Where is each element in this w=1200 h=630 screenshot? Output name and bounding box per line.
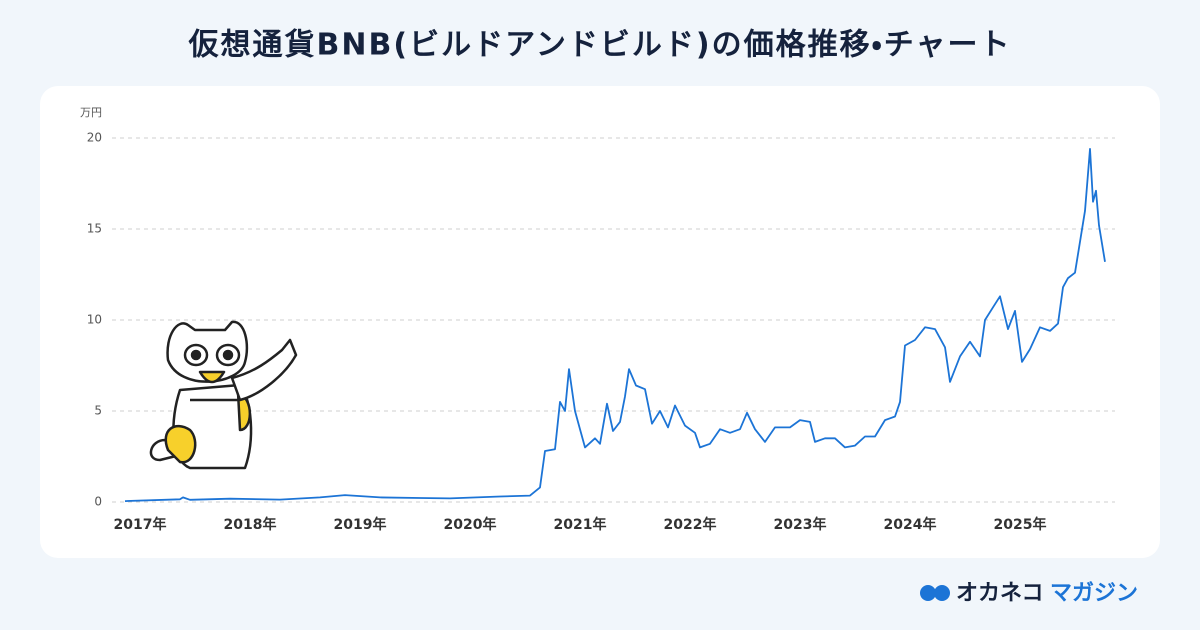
- x-tick-label: 2022年: [664, 516, 717, 533]
- x-tick-label: 2020年: [444, 516, 497, 533]
- x-tick-label: 2017年: [114, 516, 167, 533]
- logo-icon: [920, 585, 936, 601]
- price-line: [124, 148, 1106, 502]
- x-tick-label: 2023年: [774, 516, 827, 533]
- brand-sub: マガジン: [1050, 581, 1138, 606]
- logo-icon: [934, 585, 950, 601]
- plot: 0 5 10 15 20 2017年 2018年 2019年 2020年 2021年 2022年 20…: [87, 131, 1115, 533]
- y-tick-label: 5: [94, 404, 102, 418]
- y-tick-label: 10: [87, 313, 102, 327]
- cat-illustration: [149, 320, 298, 470]
- y-tick-label: 15: [87, 222, 102, 236]
- y-tick-label: 20: [87, 131, 102, 145]
- x-tick-label: 2019年: [334, 516, 387, 533]
- card: [40, 86, 1160, 558]
- chart-title: 仮想通貨BNB(ビルドアンドビルド)の価格推移・チャート: [188, 28, 1012, 63]
- x-tick-label: 2018年: [224, 516, 277, 533]
- y-axis-unit: 万円: [80, 106, 102, 119]
- brand-name: オカネコ: [956, 581, 1044, 606]
- x-tick-label: 2021年: [554, 516, 607, 533]
- brand-logo: オカネコ マガジン: [920, 581, 1138, 606]
- x-tick-label: 2024年: [884, 516, 937, 533]
- x-tick-label: 2025年: [994, 516, 1047, 533]
- y-tick-label: 0: [94, 495, 102, 509]
